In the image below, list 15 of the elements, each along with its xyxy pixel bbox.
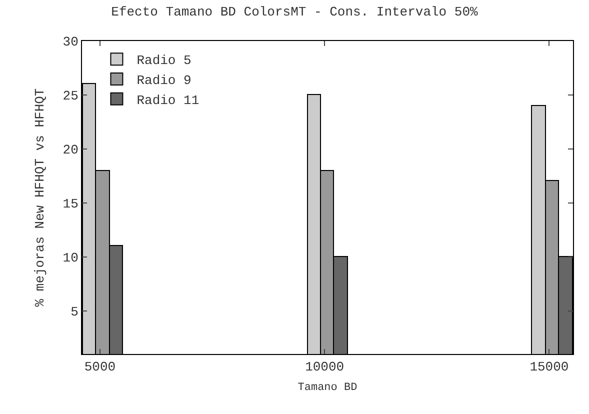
y-tick-label: 5 — [70, 304, 78, 320]
y-tick-label: 10 — [62, 250, 78, 266]
y-tick-label: 30 — [62, 34, 78, 50]
legend-label: Radio 9 — [136, 73, 192, 88]
x-tick-label: 15000 — [530, 360, 569, 375]
y-tick-label: 25 — [62, 88, 78, 104]
chart-title: Efecto Tamano BD ColorsMT - Cons. Intervalo 50% — [111, 4, 478, 20]
y-axis-title: % mejoras New HFHQT vs HFHQT — [32, 88, 48, 307]
y-tick-label: 15 — [62, 196, 78, 212]
x-axis-title: Tamano BD — [298, 382, 358, 394]
y-tick-label: 20 — [62, 142, 78, 158]
x-tick-label: 10000 — [305, 360, 344, 375]
legend-label: Radio 5 — [136, 53, 192, 68]
x-tick-label: 5000 — [84, 360, 116, 375]
legend-label: Radio 11 — [136, 92, 200, 108]
